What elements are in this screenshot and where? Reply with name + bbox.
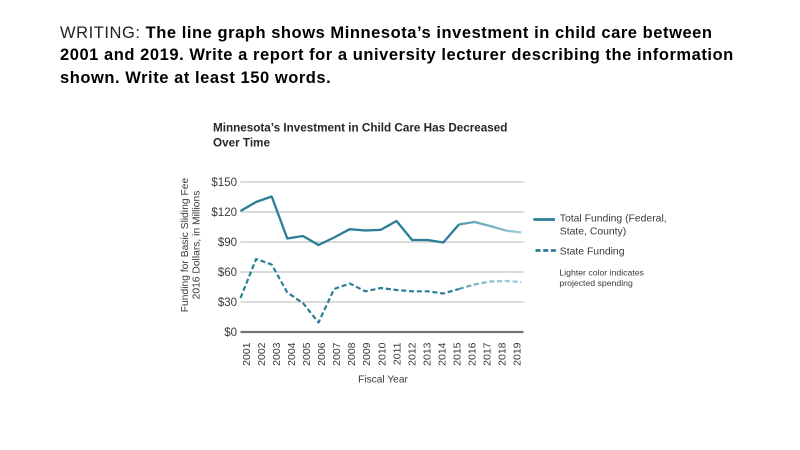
svg-text:2013: 2013 bbox=[421, 342, 433, 366]
svg-text:Fiscal Year: Fiscal Year bbox=[358, 375, 408, 386]
svg-text:2006: 2006 bbox=[316, 342, 328, 366]
svg-text:$0: $0 bbox=[224, 327, 237, 339]
svg-text:2015: 2015 bbox=[451, 342, 463, 366]
svg-text:2016 Dollars, in Millions: 2016 Dollars, in Millions bbox=[192, 191, 203, 300]
svg-text:Over Time: Over Time bbox=[213, 137, 270, 150]
svg-text:2012: 2012 bbox=[406, 342, 418, 366]
svg-text:$30: $30 bbox=[218, 297, 237, 309]
svg-text:State, County): State, County) bbox=[560, 227, 626, 238]
svg-text:2009: 2009 bbox=[361, 342, 373, 366]
svg-text:Lighter color indicates: Lighter color indicates bbox=[559, 267, 644, 277]
svg-text:2019: 2019 bbox=[512, 342, 524, 366]
svg-text:2007: 2007 bbox=[331, 342, 343, 366]
svg-text:State Funding: State Funding bbox=[560, 247, 625, 258]
svg-text:$60: $60 bbox=[218, 267, 237, 279]
svg-text:projected spending: projected spending bbox=[559, 278, 633, 288]
svg-text:2008: 2008 bbox=[346, 342, 358, 366]
svg-text:2018: 2018 bbox=[497, 342, 509, 366]
svg-text:2017: 2017 bbox=[481, 342, 493, 366]
svg-text:$90: $90 bbox=[218, 237, 237, 249]
svg-text:2016: 2016 bbox=[466, 342, 478, 366]
svg-text:2003: 2003 bbox=[271, 342, 283, 366]
svg-text:2001: 2001 bbox=[241, 342, 253, 366]
svg-text:2004: 2004 bbox=[286, 342, 298, 366]
svg-text:2014: 2014 bbox=[436, 342, 448, 366]
svg-text:Minnesota’s Investment in Chil: Minnesota’s Investment in Child Care Has… bbox=[213, 121, 507, 134]
svg-text:Funding for Basic Sliding Fee: Funding for Basic Sliding Fee bbox=[180, 177, 191, 312]
svg-text:$150: $150 bbox=[211, 177, 237, 189]
svg-text:2002: 2002 bbox=[256, 342, 268, 366]
svg-text:2011: 2011 bbox=[391, 342, 403, 365]
svg-text:Total Funding (Federal,: Total Funding (Federal, bbox=[560, 214, 667, 225]
svg-text:$120: $120 bbox=[211, 207, 237, 219]
svg-text:2005: 2005 bbox=[301, 342, 313, 366]
svg-text:2010: 2010 bbox=[376, 342, 388, 366]
